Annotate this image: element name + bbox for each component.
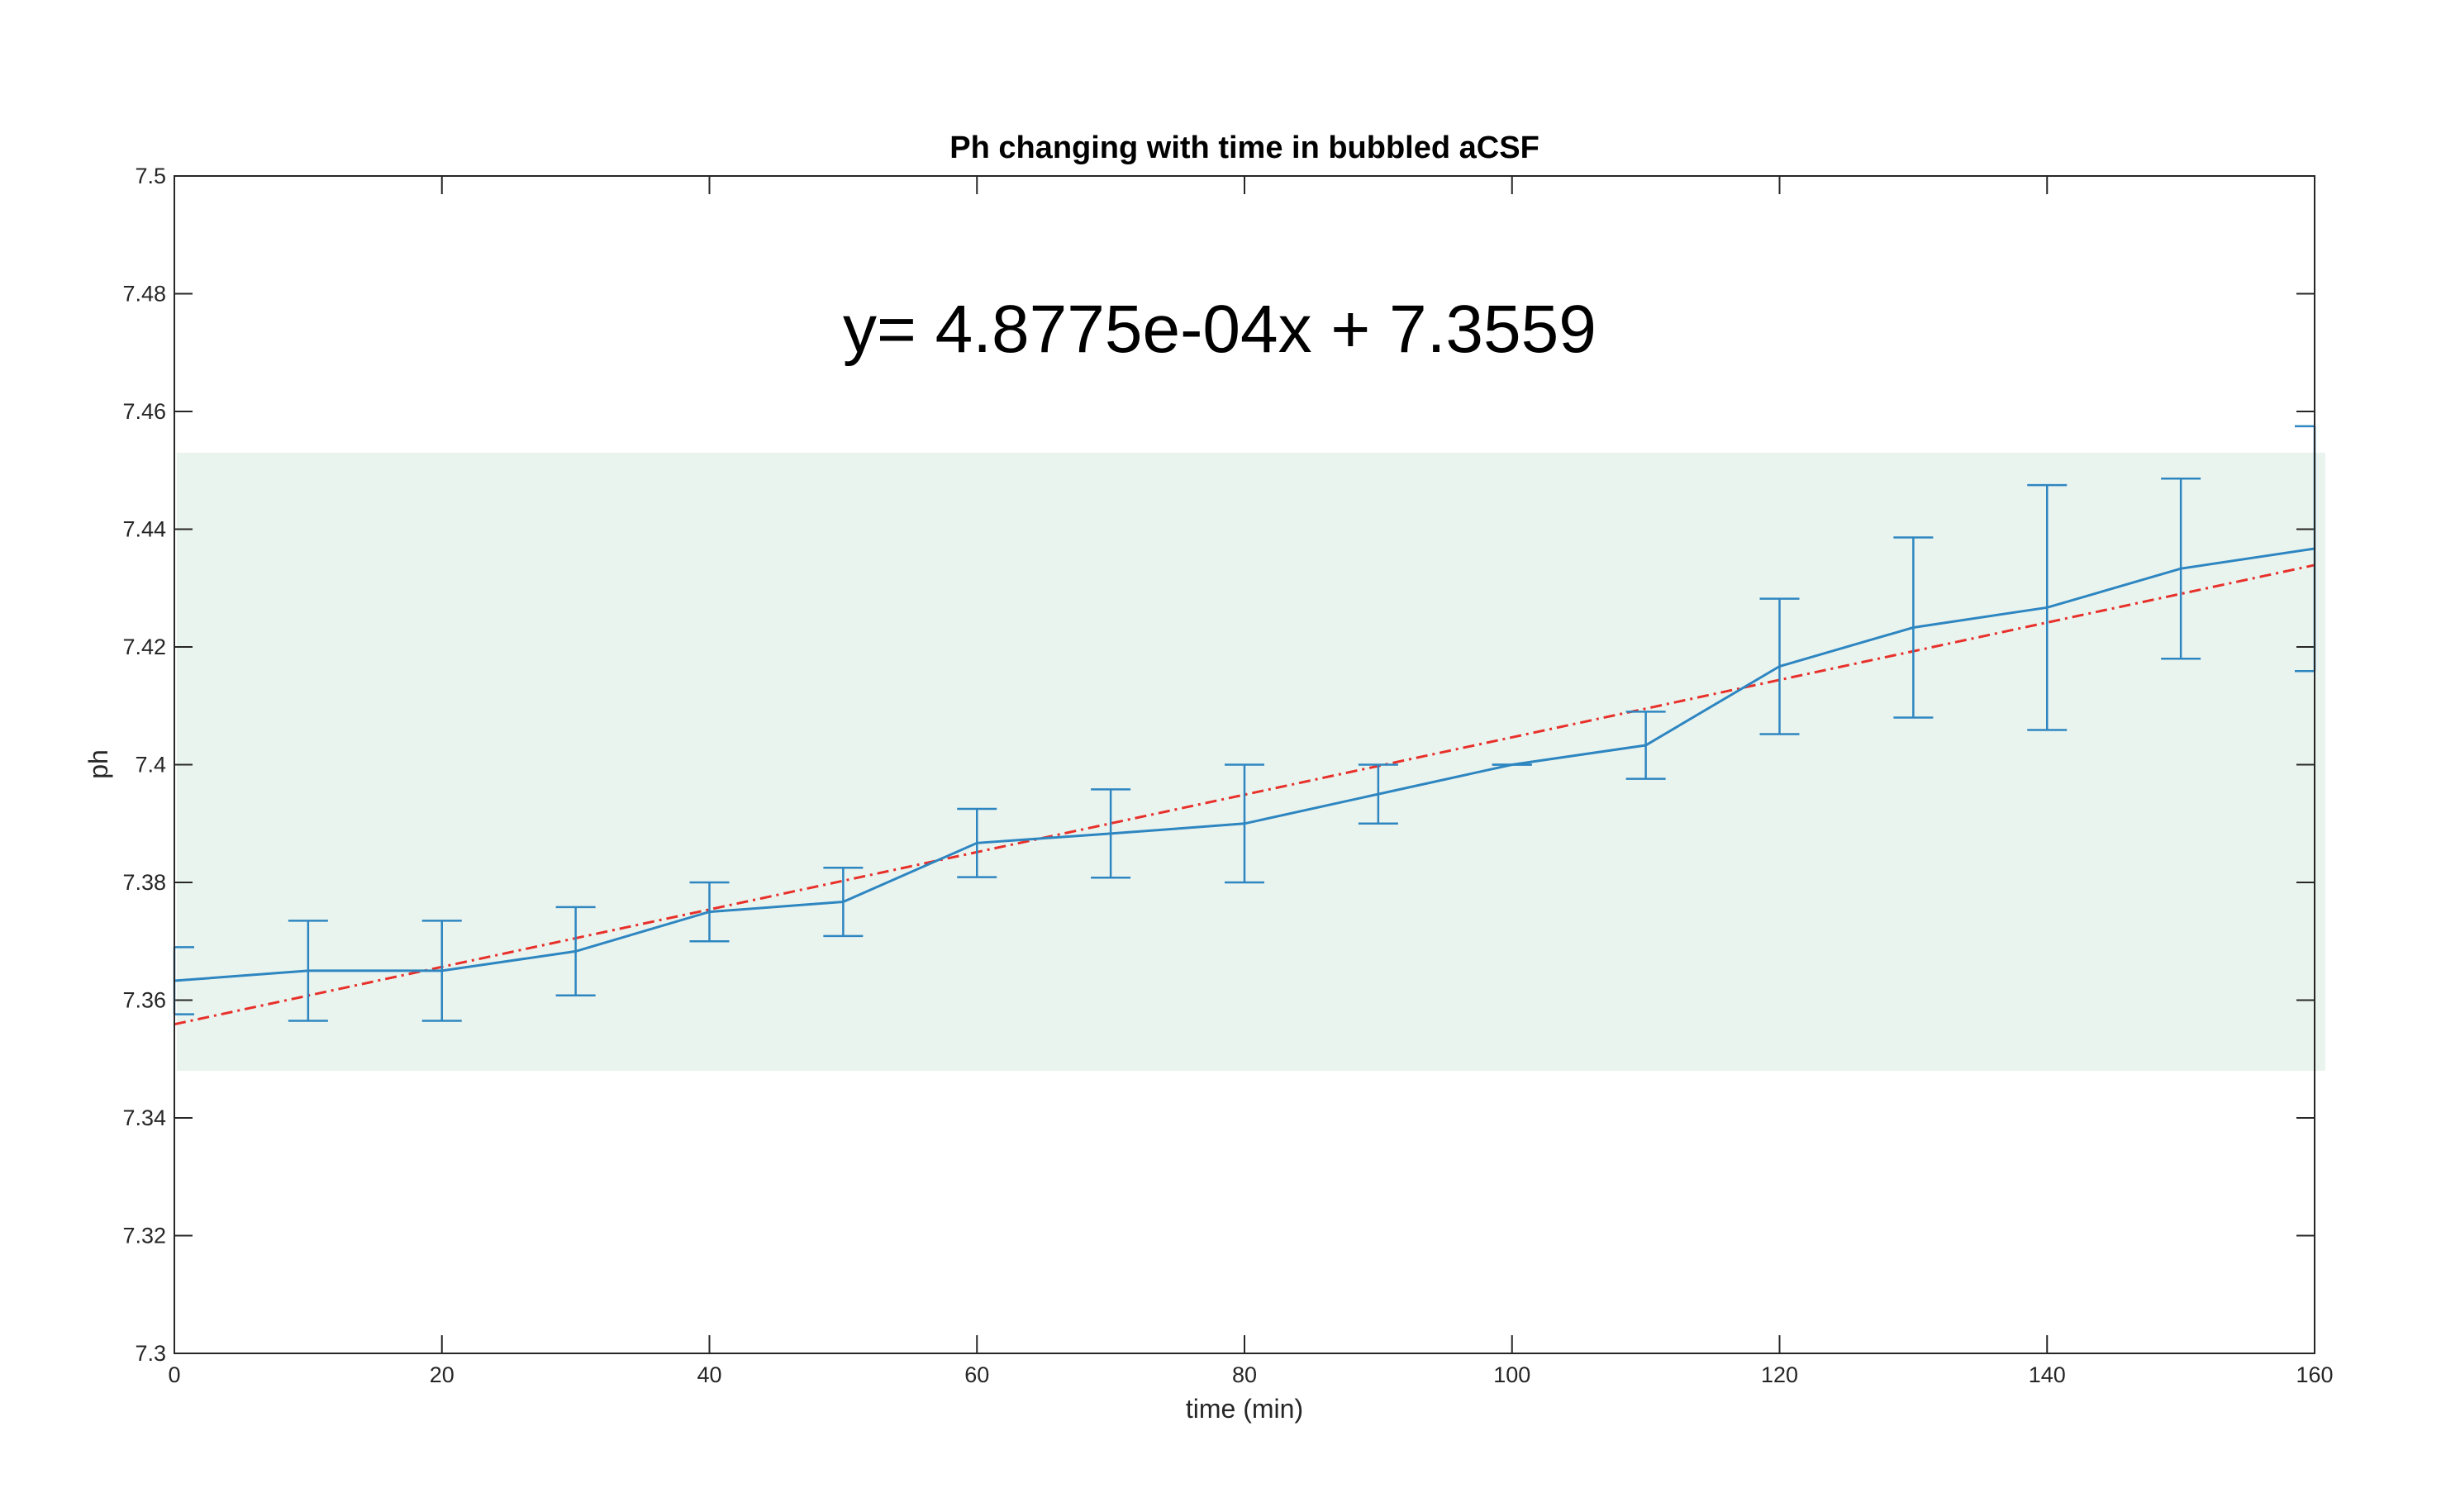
error-bar	[1225, 763, 1264, 884]
y-tick-label: 7.5	[135, 164, 166, 188]
y-tick-label: 7.38	[122, 870, 166, 895]
confidence-band	[177, 452, 2325, 1071]
error-bar	[288, 920, 328, 1022]
y-axis-label: ph	[83, 749, 113, 779]
y-tick-labels: 7.3 7.32 7.34 7.36 7.38 7.4 7.42 7.44 7.46 7.48 7.…	[122, 164, 166, 1366]
y-tick-label: 7.42	[122, 635, 166, 659]
error-bar	[1893, 536, 1934, 719]
x-tick-label: 160	[2296, 1362, 2333, 1387]
error-bar	[1625, 711, 1666, 780]
y-tick-label: 7.3	[135, 1341, 166, 1366]
y-tick-label: 7.32	[122, 1224, 166, 1248]
x-axis-label: time (min)	[1186, 1394, 1303, 1424]
error-bar	[555, 906, 596, 997]
y-tick-label: 7.48	[122, 282, 166, 307]
x-tick-label: 100	[1493, 1362, 1530, 1387]
x-tick-label: 60	[964, 1362, 989, 1387]
y-tick-label: 7.4	[135, 753, 166, 777]
fit-equation: y= 4.8775e-04x + 7.3559	[843, 292, 1597, 367]
fit-line	[174, 563, 2315, 1026]
x-tick-label: 120	[1761, 1362, 1798, 1387]
x-tick-label: 20	[430, 1362, 454, 1387]
error-bar	[957, 807, 997, 878]
y-tick-label: 7.36	[122, 988, 166, 1013]
y-tick-label: 7.46	[122, 399, 166, 424]
y-tick-label: 7.44	[122, 517, 166, 542]
x-tick-labels: 0 20 40 60 80 100 120 140 160	[168, 1362, 2333, 1387]
error-bar	[2027, 483, 2068, 731]
x-tick-label: 80	[1232, 1362, 1257, 1387]
x-tick-label: 0	[168, 1362, 180, 1387]
error-bar	[823, 866, 864, 938]
x-tick-label: 140	[2029, 1362, 2066, 1387]
error-bar	[1759, 597, 1800, 735]
plot-frame	[174, 175, 2315, 1354]
fit-line-group	[174, 563, 2315, 1026]
error-bar	[2161, 477, 2201, 660]
error-bar	[1358, 763, 1398, 825]
error-bar	[421, 920, 462, 1022]
chart-title: Ph changing with time in bubbled aCSF	[949, 131, 1539, 165]
error-bar	[689, 881, 730, 943]
y-tick-label: 7.34	[122, 1105, 166, 1130]
x-tick-label: 40	[697, 1362, 721, 1387]
error-bar	[1091, 788, 1131, 879]
